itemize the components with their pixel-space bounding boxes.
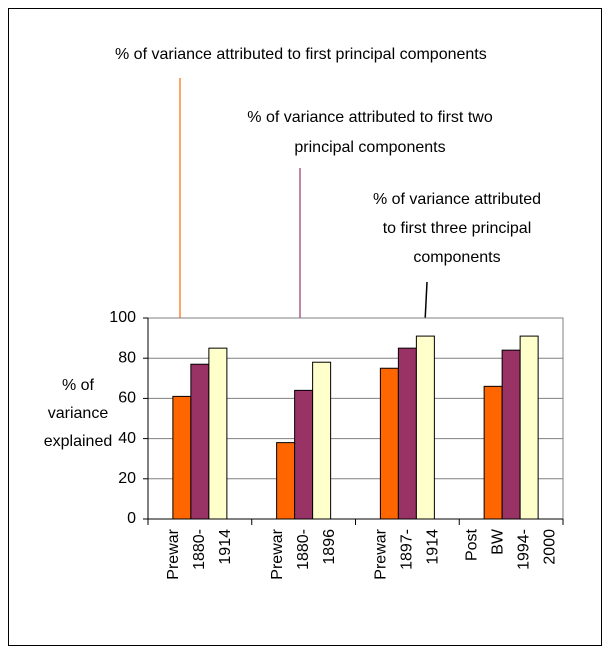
annotation: % of variance attributed to first princi… — [115, 46, 487, 63]
bar — [172, 395, 192, 520]
y-tick-label: 40 — [118, 430, 136, 447]
y-tick-label: 60 — [118, 390, 136, 407]
y-axis-label: % of — [62, 377, 95, 394]
x-tick-label: 1914 — [425, 529, 442, 565]
x-tick-label: 1896 — [321, 529, 338, 565]
bar — [397, 347, 417, 520]
bar — [294, 389, 314, 520]
bar — [483, 385, 503, 520]
annotation: % of variance attributed — [373, 191, 541, 208]
bar — [415, 335, 435, 520]
x-tick-label: 1897- — [399, 529, 416, 570]
x-tick-label: Prewar — [269, 528, 286, 579]
bar — [276, 442, 296, 520]
annotation: to first three principal — [383, 220, 532, 237]
x-tick-label: 1914 — [217, 529, 234, 565]
bar — [501, 349, 521, 520]
x-tick-label: BW — [489, 528, 506, 555]
annotation: principal components — [294, 139, 445, 156]
annotation: % of variance attributed to first two — [247, 109, 493, 126]
x-tick-label: 1994- — [515, 529, 532, 570]
y-tick-label: 100 — [109, 309, 136, 326]
x-tick-label: Post — [463, 528, 480, 561]
annotation: components — [413, 249, 500, 266]
x-tick-label: Prewar — [165, 528, 182, 579]
y-tick-label: 20 — [118, 470, 136, 487]
bar — [379, 367, 399, 520]
bar — [519, 335, 539, 520]
x-tick-label: 1880- — [191, 529, 208, 570]
x-tick-label: 2000 — [541, 529, 558, 565]
y-axis-label: variance — [48, 405, 109, 422]
bar — [190, 363, 210, 520]
y-tick-label: 80 — [118, 349, 136, 366]
arrow-3 — [424, 281, 428, 323]
x-tick-label: 1880- — [295, 529, 312, 570]
y-tick-label: 0 — [127, 510, 136, 527]
bar — [312, 361, 332, 520]
bar — [208, 347, 228, 520]
y-axis-label: explained — [44, 433, 113, 450]
x-tick-label: Prewar — [373, 528, 390, 579]
